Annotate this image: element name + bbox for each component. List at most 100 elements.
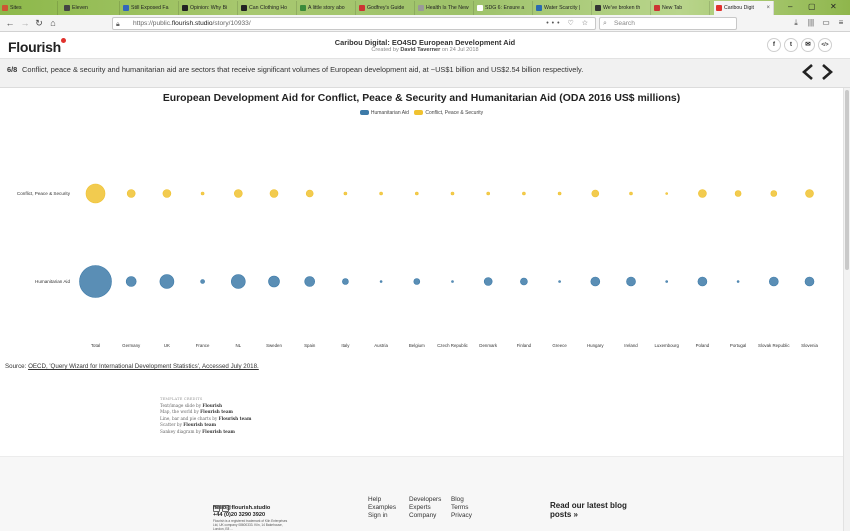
blog-link[interactable]: Read our latest blog posts » [550,501,627,519]
browser-tab[interactable]: Godfrey's Guide [357,1,415,15]
legend-humanitarian[interactable]: Humanitarian Aid [359,110,409,116]
bubble[interactable] [234,189,243,198]
footer-link[interactable]: Terms [451,504,469,511]
home-icon[interactable]: ⌂ [50,18,56,28]
menu-icon[interactable]: ≡ [838,18,844,27]
bubble[interactable] [736,280,740,283]
bubble[interactable] [804,276,815,287]
bubble[interactable] [665,192,669,195]
bubble[interactable] [379,191,383,196]
bubble[interactable] [486,191,491,196]
bubble[interactable] [698,189,707,198]
bubble[interactable] [768,276,779,287]
browser-tab[interactable]: Eleven [62,1,120,15]
page-scrollbar[interactable] [843,88,850,531]
browser-tab[interactable]: SDG 6: Ensure a [475,1,533,15]
footer-link[interactable]: Sign in [368,512,388,519]
bubble[interactable] [483,277,493,286]
bubble[interactable] [268,275,280,288]
footer-link[interactable]: Blog [451,496,464,503]
reload-icon[interactable]: ↻ [35,18,43,28]
footer-link[interactable]: Experts [409,504,431,511]
legend-conflict[interactable]: Conflict, Peace & Security [414,110,483,116]
bubble[interactable] [414,191,419,196]
page-actions-icon[interactable]: ••• ♡ ☆ [546,20,591,27]
twitter-share-icon[interactable]: t [784,38,798,52]
bubble[interactable] [159,274,175,289]
bubble[interactable] [697,276,708,287]
facebook-share-icon[interactable]: f [767,38,781,52]
bubble[interactable] [343,191,348,196]
facebook-icon[interactable]: f [222,505,229,512]
maximize-button[interactable]: ▢ [808,2,816,11]
browser-tab[interactable]: New Tab [652,1,710,15]
bubble[interactable] [665,280,669,283]
footer-link[interactable]: Company [409,512,437,519]
bubble[interactable] [590,276,601,287]
bubble[interactable] [770,190,778,197]
bubble[interactable] [85,183,106,204]
forward-icon[interactable]: → [20,18,30,28]
bubble[interactable] [304,276,316,287]
bubble[interactable] [805,189,814,198]
email-share-icon[interactable]: ✉ [801,38,815,52]
credit-author[interactable]: Flourish team [183,422,217,428]
flourish-logo[interactable]: Flourish [8,38,66,55]
credit-author[interactable]: Flourish team [218,415,252,421]
twitter-icon[interactable]: t [213,505,220,512]
bubble[interactable] [231,274,246,289]
bubble[interactable] [557,191,562,196]
footer-link[interactable]: Help [368,496,382,503]
browser-tab[interactable]: Water Scarcity | [534,1,592,15]
bubble[interactable] [558,280,561,283]
bubble[interactable] [522,191,526,196]
minimize-button[interactable]: – [788,2,793,11]
footer-link[interactable]: Examples [368,504,397,511]
previous-slide-icon[interactable] [801,63,815,81]
browser-tab[interactable]: Opinion: Why Bi [180,1,238,15]
credit-author[interactable]: Flourish team [200,409,233,415]
bubble[interactable] [591,189,600,198]
bubble[interactable] [413,278,421,285]
browser-tab[interactable]: Caribou Digit × [714,1,774,15]
back-icon[interactable]: ← [5,18,15,28]
library-icon[interactable]: ||| [807,18,815,27]
bubble[interactable] [200,191,205,196]
bubble[interactable] [451,280,454,283]
browser-tab[interactable]: Can Clothing Ho [239,1,297,15]
bubble[interactable] [79,265,112,298]
download-icon[interactable]: ⤓ [794,18,798,27]
next-slide-icon[interactable] [820,63,834,81]
bubble[interactable] [734,190,742,197]
footer-link[interactable]: Developers [409,496,442,503]
embed-icon[interactable]: </> [818,38,832,52]
search-input[interactable]: ⌕ Search [599,17,737,30]
source-link[interactable]: OECD, 'Query Wizard for International De… [28,363,259,370]
browser-tab[interactable]: Health Is The New [416,1,474,15]
close-tab-icon[interactable]: × [766,5,770,11]
bubble[interactable] [520,277,528,286]
credit-author[interactable]: Flourish team [202,428,235,434]
browser-tab[interactable]: We've broken th [593,1,651,15]
bubble[interactable] [162,189,172,198]
bubble[interactable] [269,189,279,198]
browser-tab[interactable]: A little story abo [298,1,356,15]
author-link[interactable]: David Taverner [400,47,441,53]
scrollbar-thumb[interactable] [845,90,849,270]
bubble[interactable] [626,276,636,287]
bubble[interactable] [125,276,137,287]
bubble[interactable] [629,191,633,196]
url-bar[interactable]: 🔒︎ https://public.flourish.studio/story/… [112,17,596,30]
bubble[interactable] [450,191,455,196]
credit-author[interactable]: Flourish [202,402,223,408]
bubble[interactable] [379,280,383,283]
close-window-button[interactable]: ✕ [830,2,837,11]
bubble[interactable] [200,279,205,284]
footer-link[interactable]: Privacy [451,512,472,519]
bubble[interactable] [305,189,314,198]
sidebar-icon[interactable]: ▭ [822,18,830,27]
browser-tab[interactable]: Still Exposed Fa [121,1,179,15]
bubble[interactable] [342,278,349,285]
footer-email[interactable]: hello@flourish.studio [213,505,271,511]
browser-tab[interactable]: Sites [0,1,58,15]
